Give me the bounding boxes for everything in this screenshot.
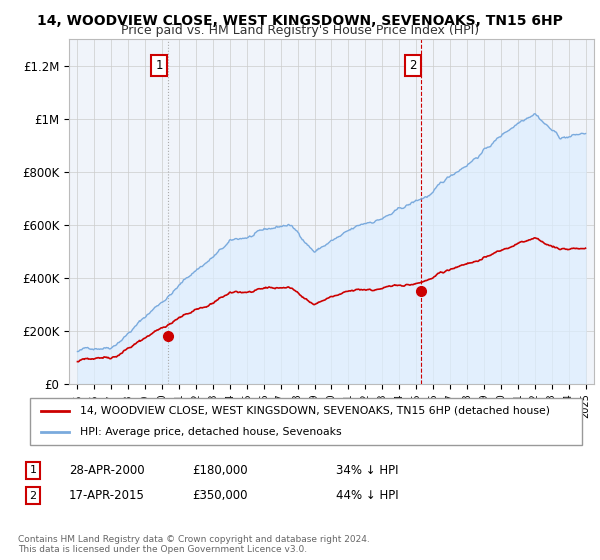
Text: 17-APR-2015: 17-APR-2015 [69, 489, 145, 502]
Text: 2: 2 [29, 491, 37, 501]
Text: 2: 2 [409, 59, 416, 72]
Text: Contains HM Land Registry data © Crown copyright and database right 2024.
This d: Contains HM Land Registry data © Crown c… [18, 535, 370, 554]
Text: 14, WOODVIEW CLOSE, WEST KINGSDOWN, SEVENOAKS, TN15 6HP (detached house): 14, WOODVIEW CLOSE, WEST KINGSDOWN, SEVE… [80, 406, 550, 416]
Text: 44% ↓ HPI: 44% ↓ HPI [336, 489, 398, 502]
Text: HPI: Average price, detached house, Sevenoaks: HPI: Average price, detached house, Seve… [80, 427, 341, 437]
Text: 28-APR-2000: 28-APR-2000 [69, 464, 145, 477]
Text: 1: 1 [155, 59, 163, 72]
Text: £180,000: £180,000 [192, 464, 248, 477]
Text: 1: 1 [29, 465, 37, 475]
FancyBboxPatch shape [30, 398, 582, 445]
Text: Price paid vs. HM Land Registry's House Price Index (HPI): Price paid vs. HM Land Registry's House … [121, 24, 479, 37]
Text: 14, WOODVIEW CLOSE, WEST KINGSDOWN, SEVENOAKS, TN15 6HP: 14, WOODVIEW CLOSE, WEST KINGSDOWN, SEVE… [37, 14, 563, 28]
Text: 34% ↓ HPI: 34% ↓ HPI [336, 464, 398, 477]
Text: £350,000: £350,000 [192, 489, 248, 502]
